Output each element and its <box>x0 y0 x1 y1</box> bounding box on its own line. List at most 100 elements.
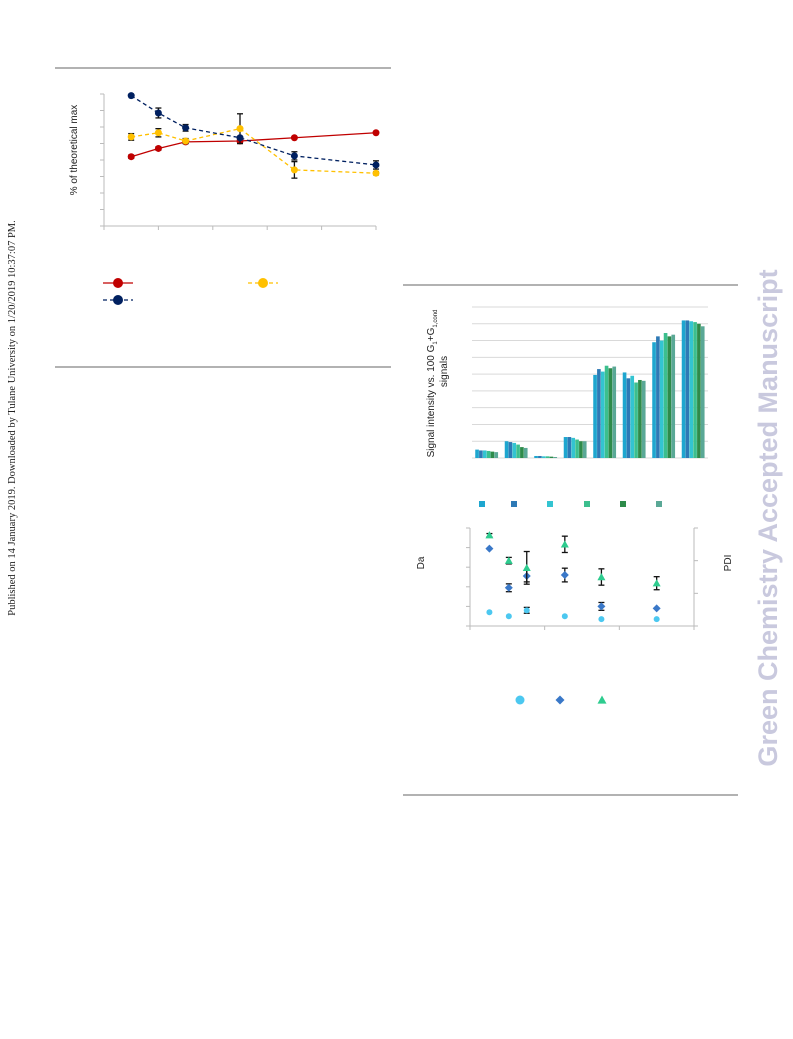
marker <box>505 613 512 620</box>
legend-marker <box>113 295 123 305</box>
y-axis-label-part: 1 <box>433 341 439 345</box>
bar <box>689 321 694 458</box>
y2-axis-label: PDI <box>723 555 734 572</box>
legend-swatch <box>479 501 485 507</box>
bar <box>600 371 605 458</box>
bar <box>663 333 668 458</box>
marker <box>182 124 190 132</box>
marker <box>154 129 162 137</box>
bar <box>582 441 587 458</box>
marker <box>290 134 298 142</box>
marker <box>523 607 530 614</box>
legend-marker <box>258 278 268 288</box>
series-line <box>130 95 377 166</box>
bar <box>475 449 479 458</box>
bar <box>659 340 664 458</box>
bar <box>567 437 572 458</box>
bar <box>693 322 697 458</box>
watermark: Green Chemistry Accepted Manuscript <box>753 269 783 766</box>
bar <box>579 441 583 458</box>
bar <box>656 336 660 458</box>
marker <box>154 144 162 152</box>
y-axis-label-part: +G <box>426 327 437 341</box>
bar <box>516 444 520 458</box>
bar <box>671 334 676 458</box>
y-axis-label-part: 1,cond <box>433 310 439 328</box>
sidebar-note: Published on 14 January 2019. Downloaded… <box>7 220 18 616</box>
marker <box>652 604 661 613</box>
marker <box>597 573 606 581</box>
marker <box>290 166 298 174</box>
bar <box>538 455 542 458</box>
marker <box>485 544 494 553</box>
y-axis-label: Signal intensity vs. 100 G1+G1,cond <box>426 310 439 458</box>
legend-swatch <box>656 501 662 507</box>
series-line <box>131 132 377 158</box>
bar <box>681 320 686 458</box>
marker <box>522 563 531 572</box>
bar <box>641 380 646 458</box>
bar <box>479 450 483 458</box>
bar <box>604 365 609 458</box>
bar <box>612 366 617 458</box>
bar <box>520 447 524 458</box>
legend-marker <box>515 695 525 705</box>
marker <box>653 616 660 623</box>
bar <box>545 456 550 458</box>
marker <box>504 583 513 592</box>
bar <box>634 382 638 458</box>
marker <box>486 609 493 616</box>
marker <box>127 92 135 100</box>
bar <box>504 441 509 458</box>
bar <box>652 342 656 458</box>
bar <box>541 456 546 458</box>
marker <box>154 109 162 117</box>
marker <box>127 133 135 141</box>
marker <box>182 137 190 145</box>
bar <box>486 450 491 458</box>
bar <box>622 372 627 458</box>
bar <box>685 320 690 458</box>
marker <box>372 169 380 177</box>
marker <box>127 153 135 161</box>
marker <box>561 613 568 620</box>
bar <box>549 456 554 458</box>
bar <box>494 452 499 458</box>
bar <box>534 455 538 458</box>
bar <box>626 378 631 458</box>
legend-swatch <box>511 501 517 507</box>
marker <box>560 571 569 580</box>
legend-swatch <box>547 501 553 507</box>
marker <box>560 540 569 548</box>
bar <box>700 326 705 458</box>
bar <box>512 442 517 458</box>
legend-marker <box>597 695 607 704</box>
bar <box>697 323 701 458</box>
bar <box>508 442 513 458</box>
bar <box>490 451 495 458</box>
bar <box>597 369 601 458</box>
marker <box>504 556 513 564</box>
y-axis-label: Da <box>416 556 427 569</box>
bar <box>667 336 672 458</box>
bar <box>575 439 579 458</box>
y-axis-label: signals <box>439 356 450 387</box>
bar <box>523 447 528 458</box>
marker <box>598 616 605 623</box>
bar <box>571 437 576 458</box>
marker <box>236 125 244 133</box>
bar <box>608 368 613 458</box>
legend-swatch <box>584 501 590 507</box>
y-axis-label: % of theoretical max <box>69 105 80 196</box>
marker <box>372 129 380 137</box>
bar <box>638 379 642 458</box>
legend-marker <box>113 278 123 288</box>
series-line <box>131 127 377 174</box>
y-axis-label-part: Signal intensity vs. 100 G <box>426 344 437 457</box>
marker <box>236 134 244 142</box>
bar <box>593 374 597 458</box>
bar <box>482 450 487 458</box>
legend-marker <box>555 695 565 705</box>
bar <box>563 437 568 458</box>
